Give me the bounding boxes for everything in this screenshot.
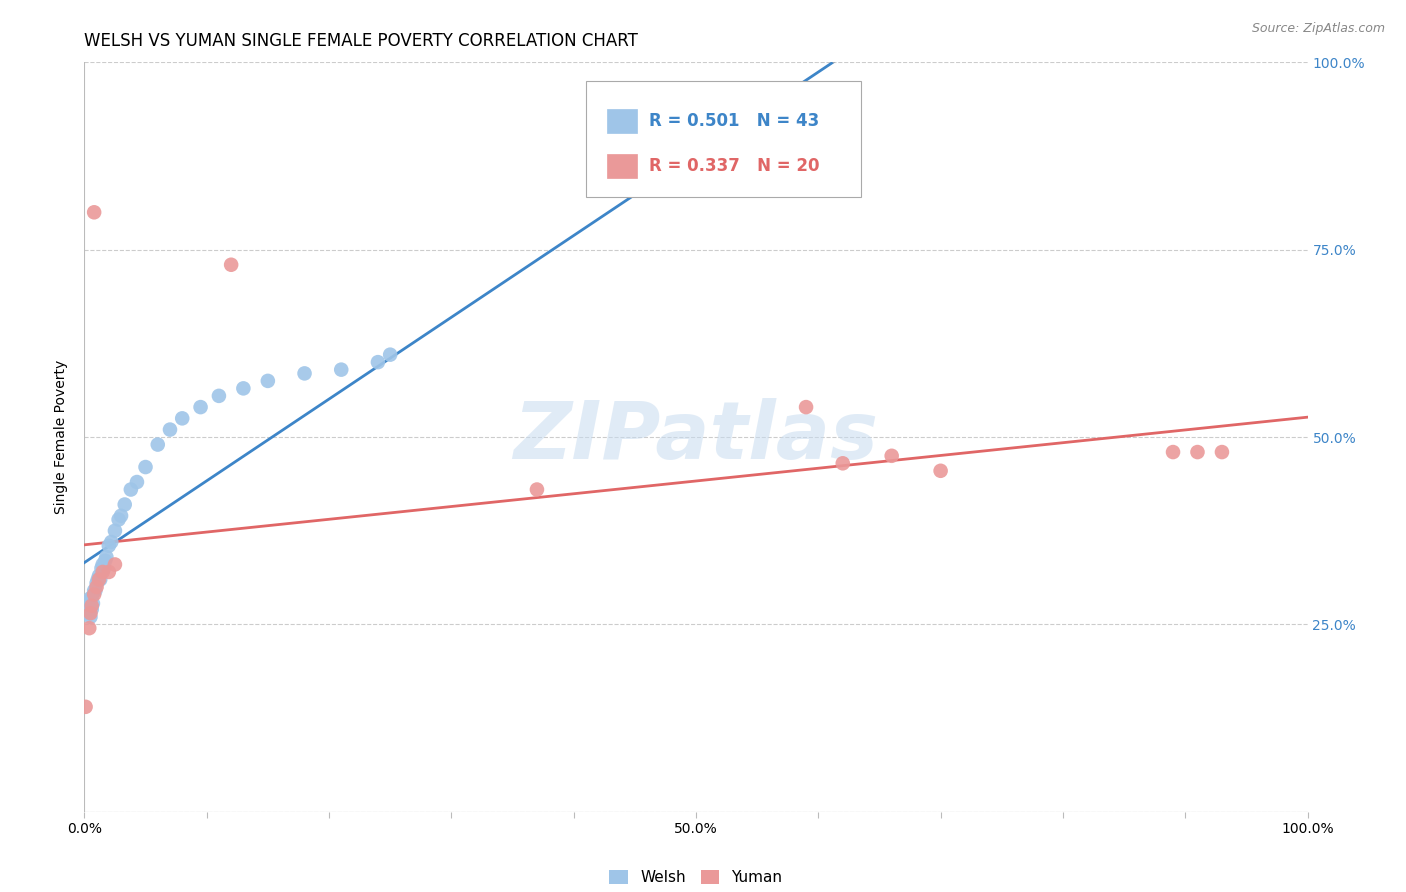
Text: R = 0.501   N = 43: R = 0.501 N = 43 — [650, 112, 820, 130]
Point — [79, 606, 101, 620]
Point — [77, 599, 100, 613]
Point — [87, 568, 110, 582]
Point — [77, 606, 100, 620]
Point — [367, 355, 389, 369]
Point — [721, 175, 744, 189]
Point — [91, 565, 114, 579]
Point — [208, 389, 231, 403]
Point — [100, 535, 122, 549]
Point — [1187, 445, 1209, 459]
Point — [75, 699, 97, 714]
FancyBboxPatch shape — [606, 153, 637, 178]
Point — [76, 602, 98, 616]
Point — [752, 130, 775, 145]
Text: Source: ZipAtlas.com: Source: ZipAtlas.com — [1251, 22, 1385, 36]
Point — [219, 258, 242, 272]
Point — [97, 539, 120, 553]
Point — [794, 400, 817, 414]
Point — [330, 362, 353, 376]
Point — [172, 411, 194, 425]
Text: R = 0.337   N = 20: R = 0.337 N = 20 — [650, 157, 820, 175]
Point — [83, 587, 105, 601]
Point — [82, 596, 104, 610]
FancyBboxPatch shape — [606, 109, 637, 133]
Text: ZIPatlas: ZIPatlas — [513, 398, 879, 476]
Point — [740, 153, 762, 167]
Point — [93, 561, 115, 575]
Point — [96, 549, 118, 564]
Point — [380, 348, 402, 362]
Point — [125, 475, 148, 489]
Point — [294, 367, 316, 381]
Point — [1211, 445, 1233, 459]
FancyBboxPatch shape — [586, 81, 860, 197]
Point — [97, 565, 120, 579]
Point — [87, 573, 110, 587]
Point — [83, 205, 105, 219]
Text: WELSH VS YUMAN SINGLE FEMALE POVERTY CORRELATION CHART: WELSH VS YUMAN SINGLE FEMALE POVERTY COR… — [84, 32, 638, 50]
Point — [89, 573, 111, 587]
Point — [146, 437, 169, 451]
Point — [110, 508, 132, 523]
Point — [104, 558, 127, 572]
Point — [880, 449, 903, 463]
Point — [80, 602, 103, 616]
Legend: Welsh, Yuman: Welsh, Yuman — [603, 864, 789, 892]
Point — [77, 621, 100, 635]
Point — [75, 606, 97, 620]
Point — [104, 524, 127, 538]
Point — [526, 483, 548, 497]
Y-axis label: Single Female Poverty: Single Female Poverty — [55, 360, 69, 514]
Point — [91, 558, 114, 572]
Point — [86, 576, 108, 591]
Point — [80, 591, 103, 606]
Point — [83, 583, 105, 598]
Point — [84, 583, 107, 598]
Point — [114, 498, 136, 512]
Point — [86, 580, 108, 594]
Point — [94, 554, 117, 568]
Point — [831, 456, 853, 470]
Point — [232, 381, 254, 395]
Point — [135, 460, 157, 475]
Point — [107, 512, 129, 526]
Point — [120, 483, 142, 497]
Point — [80, 599, 103, 613]
Point — [257, 374, 280, 388]
Point — [79, 610, 101, 624]
Point — [159, 423, 181, 437]
Point — [87, 573, 110, 587]
Point — [90, 561, 112, 575]
Point — [190, 400, 212, 414]
Point — [929, 464, 952, 478]
Point — [1161, 445, 1184, 459]
Point — [79, 591, 101, 606]
